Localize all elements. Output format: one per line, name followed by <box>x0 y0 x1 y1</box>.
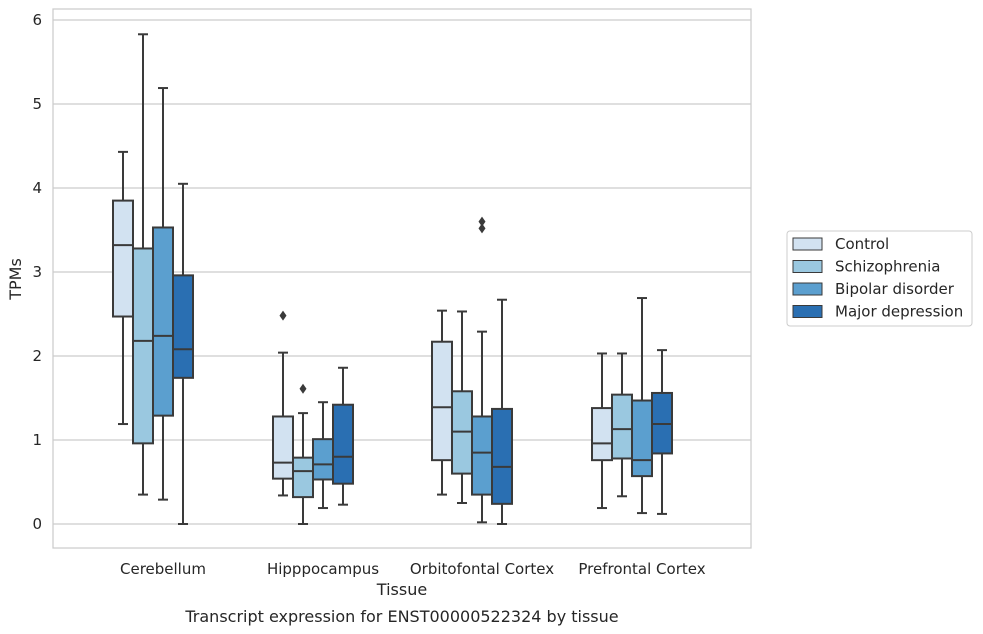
box-body <box>431 340 453 462</box>
box-body <box>172 274 194 379</box>
y-tick-label: 2 <box>32 347 42 365</box>
legend-label: Control <box>835 235 889 253</box>
outlier-point <box>478 223 486 234</box>
x-tick-label: Hipppocampus <box>267 560 379 578</box>
box-major-depression <box>491 298 513 525</box>
box-bipolar-disorder <box>152 87 174 501</box>
x-axis-label: Tissue <box>376 580 427 599</box>
box-body <box>631 399 653 478</box>
legend-swatch <box>792 260 823 273</box>
box-bipolar-disorder <box>471 216 493 524</box>
box-control <box>112 150 134 426</box>
legend-label: Bipolar disorder <box>835 280 955 298</box>
box-body <box>491 407 513 505</box>
box-schizophrenia <box>292 383 314 525</box>
x-axis-ticks: Cerebellum Hipppocampus Orbitofontal Corte… <box>120 560 706 578</box>
chart-caption: Transcript expression for ENST0000052232… <box>184 607 618 626</box>
y-tick-label: 4 <box>32 179 42 197</box>
y-axis-label: TPMs <box>6 258 25 301</box>
box-body <box>112 199 134 318</box>
legend: Control Schizophrenia Bipolar disorder Majo… <box>786 230 973 327</box>
legend-label: Schizophrenia <box>835 258 940 276</box>
box-body <box>272 415 294 480</box>
box-major-depression <box>172 182 194 525</box>
legend-label: Major depression <box>835 303 963 321</box>
outlier-point <box>279 310 287 321</box>
y-tick-label: 6 <box>32 11 42 29</box>
box-control <box>272 310 294 497</box>
outlier-point <box>299 383 307 394</box>
box-body <box>611 393 633 460</box>
box-bipolar-disorder <box>631 297 653 515</box>
legend-frame <box>786 230 973 327</box>
box-body <box>332 403 354 485</box>
plot-frame <box>52 8 752 549</box>
box-major-depression <box>651 349 673 515</box>
outlier-point <box>478 216 486 227</box>
y-tick-label: 0 <box>32 515 42 533</box>
y-tick-label: 3 <box>32 263 42 281</box>
box-body <box>292 456 314 499</box>
box-schizophrenia <box>451 310 473 504</box>
box-schizophrenia <box>611 352 633 498</box>
box-body <box>591 407 613 462</box>
legend-swatch <box>792 305 823 318</box>
box-body <box>471 415 493 496</box>
legend-swatch <box>792 282 823 296</box>
y-axis-ticks: 0 1 2 3 4 5 6 <box>32 11 42 533</box>
box-major-depression <box>332 366 354 506</box>
box-control <box>591 352 613 510</box>
y-tick-label: 5 <box>32 95 42 113</box>
x-tick-label: Prefrontal Cortex <box>578 560 705 578</box>
boxes <box>112 33 673 525</box>
y-tick-label: 1 <box>32 431 42 449</box>
x-tick-label: Orbitofontal Cortex <box>410 560 554 578</box>
box-body <box>152 226 174 417</box>
x-tick-label: Cerebellum <box>120 560 206 578</box>
box-schizophrenia <box>132 33 154 496</box>
box-bipolar-disorder <box>312 401 334 510</box>
box-body <box>312 438 334 481</box>
legend-swatch <box>792 237 823 251</box>
box-control <box>431 309 453 496</box>
box-body <box>132 247 154 445</box>
